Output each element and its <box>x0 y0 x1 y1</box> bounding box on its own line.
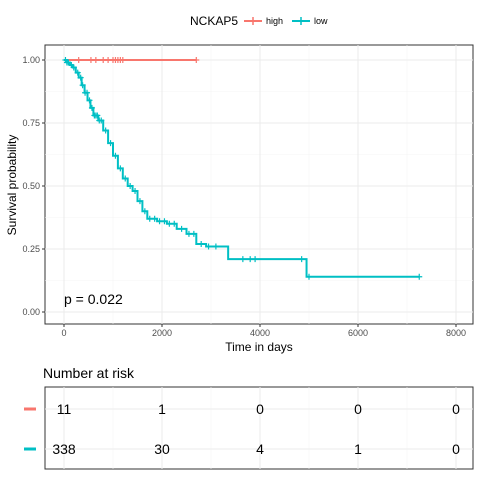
censor-mark-low <box>306 273 312 280</box>
censor-mark-low <box>178 225 185 232</box>
censor-mark-low <box>84 89 91 96</box>
censor-mark-low <box>132 188 139 195</box>
censor-mark-low <box>136 198 143 205</box>
censor-mark-low <box>70 64 77 71</box>
censor-mark-low <box>127 183 134 189</box>
censor-mark-low <box>74 69 81 76</box>
censor-mark-low <box>122 175 129 182</box>
censor-mark-high <box>75 57 82 63</box>
censor-mark-low <box>198 240 205 247</box>
y-tick-label: 0.25 <box>22 244 40 254</box>
legend: NCKAP5 high low <box>190 14 328 28</box>
x-axis-label: Time in days <box>225 340 293 354</box>
censor-mark-high <box>92 57 99 63</box>
censor-mark-low <box>141 208 148 215</box>
x-tick-label: 4000 <box>250 328 270 338</box>
censor-mark-low <box>79 82 86 89</box>
risk-table-grid <box>45 387 473 469</box>
censor-mark-high <box>193 57 200 63</box>
censor-mark-low <box>252 256 259 263</box>
censor-mark-low <box>117 165 124 172</box>
risk-count-high: 1 <box>158 401 166 417</box>
censor-mark-low <box>112 152 119 159</box>
censor-mark-low <box>239 256 246 263</box>
series-line-low <box>64 59 420 278</box>
y-tick-label: 1.00 <box>22 55 40 65</box>
censor-mark-low <box>94 112 101 119</box>
series-layer <box>62 57 423 280</box>
y-tick-label: 0.00 <box>22 307 40 317</box>
x-tick-label: 8000 <box>446 328 466 338</box>
y-axis: 0.00 0.25 0.50 0.75 1.00 <box>22 55 45 317</box>
censor-mark-low <box>212 243 219 250</box>
censor-mark-low <box>161 218 168 225</box>
risk-count-low: 4 <box>256 441 264 457</box>
risk-count-high: 0 <box>256 401 264 417</box>
y-tick-label: 0.50 <box>22 181 40 191</box>
risk-count-high: 11 <box>57 401 72 417</box>
censor-mark-low <box>88 104 95 111</box>
censor-mark-low <box>77 74 84 81</box>
x-tick-label: 0 <box>61 328 66 338</box>
y-tick-label: 0.75 <box>22 118 40 128</box>
censor-mark-low <box>190 230 197 237</box>
censor-mark-low <box>171 220 178 227</box>
km-plot: 0.00 0.25 0.50 0.75 1.00 0 2000 4000 6000 8000 p… <box>5 44 474 354</box>
censor-mark-low <box>86 97 93 104</box>
censor-mark-low <box>416 273 423 280</box>
censor-mark-high <box>119 57 126 63</box>
censor-mark-low <box>151 215 158 222</box>
x-tick-label: 2000 <box>152 328 172 338</box>
y-axis-label: Survival probability <box>5 135 19 236</box>
legend-label-low: low <box>314 16 328 26</box>
risk-count-low: 30 <box>154 441 170 457</box>
legend-label-high: high <box>266 16 283 26</box>
censor-mark-low <box>98 117 105 124</box>
risk-count-low: 1 <box>354 441 362 457</box>
x-tick-label: 6000 <box>348 328 368 338</box>
grid <box>45 45 473 324</box>
risk-count-low: 338 <box>52 441 76 457</box>
risk-count-high: 0 <box>354 401 362 417</box>
x-axis: 0 2000 4000 6000 8000 <box>61 324 466 338</box>
censor-mark-low <box>102 127 109 134</box>
censor-mark-low <box>298 256 305 263</box>
legend-title: NCKAP5 <box>190 14 238 28</box>
censor-mark-low <box>107 140 114 147</box>
plot-panel <box>44 44 474 325</box>
risk-count-high: 0 <box>452 401 460 417</box>
p-value-annotation: p = 0.022 <box>64 291 123 307</box>
censor-mark-low <box>205 243 212 250</box>
risk-table-panel <box>44 386 474 470</box>
risk-count-low: 0 <box>452 441 460 457</box>
risk-table-title: Number at risk <box>43 365 135 381</box>
